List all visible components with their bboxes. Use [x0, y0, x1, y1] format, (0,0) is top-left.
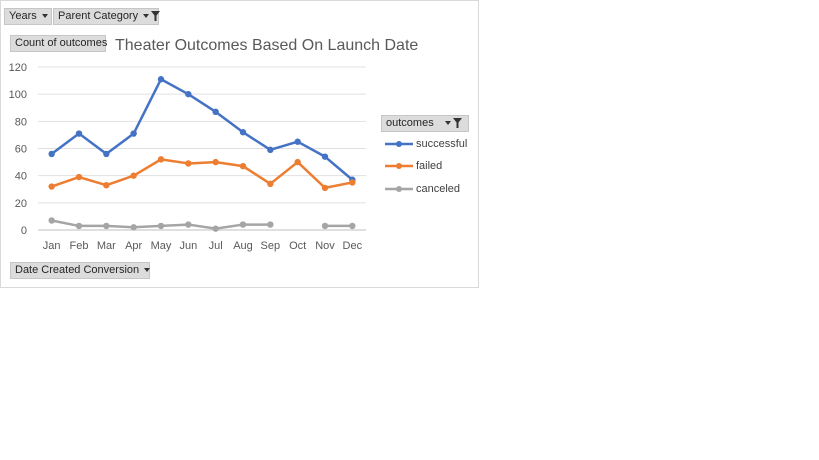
y-tick-label: 0 — [21, 225, 27, 237]
data-point-canceled — [321, 222, 329, 230]
data-point-canceled — [349, 222, 356, 230]
data-point-failed — [75, 173, 83, 181]
legend-item-failed: failed — [385, 159, 442, 173]
x-tick-label: Apr — [125, 240, 142, 252]
data-point-failed — [103, 181, 110, 189]
x-tick-label: Sep — [261, 240, 281, 252]
x-tick-label: Jun — [179, 240, 197, 252]
y-tick-label: 60 — [15, 144, 27, 156]
legend-label-canceled: canceled — [416, 183, 461, 195]
years-filter-label: Years — [9, 10, 37, 22]
legend-marker-canceled — [385, 186, 413, 193]
data-point-canceled — [239, 221, 247, 228]
legend-item-successful: successful — [385, 137, 467, 151]
data-point-successful — [48, 150, 55, 158]
date-created-conversion-label: Date Created Conversion — [15, 264, 140, 276]
dropdown-arrow-icon — [144, 268, 151, 273]
legend-label-failed: failed — [416, 160, 443, 172]
dropdown-arrow-icon — [41, 14, 48, 19]
data-point-successful — [157, 76, 165, 83]
y-tick-label: 20 — [15, 198, 27, 210]
data-point-canceled — [103, 222, 110, 230]
x-tick-label: Aug — [233, 240, 253, 252]
data-point-failed — [157, 156, 165, 163]
parent-category-filter-label: Parent Category — [58, 10, 139, 22]
count-of-outcomes-button[interactable]: Count of outcomes — [10, 35, 108, 52]
data-point-successful — [267, 146, 274, 154]
series-line-successful — [50, 77, 354, 181]
y-tick-label: 40 — [15, 171, 27, 183]
data-point-canceled — [212, 225, 219, 232]
data-point-successful — [103, 150, 110, 158]
x-tick-label: Dec — [343, 240, 363, 252]
date-created-conversion-button[interactable]: Date Created Conversion — [10, 262, 151, 279]
data-point-failed — [48, 183, 55, 190]
data-point-canceled — [185, 221, 192, 228]
outcomes-legend-label: outcomes — [386, 117, 434, 129]
data-point-failed — [185, 160, 192, 167]
data-point-failed — [294, 158, 301, 166]
data-point-successful — [212, 108, 219, 116]
series-line-failed — [51, 158, 353, 190]
count-of-outcomes-label: Count of outcomes — [15, 37, 108, 49]
data-point-failed — [130, 172, 137, 179]
legend-marker-failed — [385, 163, 413, 170]
legend-item-canceled: canceled — [385, 182, 460, 196]
x-tick-label: Oct — [289, 240, 306, 252]
outcomes-legend-filter-button[interactable]: outcomes — [381, 115, 469, 132]
legend-label-successful: successful — [416, 138, 468, 150]
data-point-successful — [185, 90, 192, 98]
data-point-canceled — [130, 224, 137, 231]
x-tick-label: May — [151, 240, 172, 252]
data-point-failed — [267, 180, 274, 188]
data-point-canceled — [75, 222, 83, 230]
x-tick-label: Mar — [97, 240, 116, 252]
x-tick-label: Jul — [209, 240, 223, 252]
x-tick-label: Nov — [315, 240, 335, 252]
line-chart-plot: 0 20 40 60 80 100 120 Jan Feb Mar Apr May Jun Jul Aug S… — [9, 62, 366, 252]
data-point-canceled — [48, 217, 55, 224]
parent-category-filter-button[interactable]: Parent Category — [53, 8, 161, 25]
data-point-successful — [294, 138, 301, 145]
data-point-successful — [321, 153, 329, 160]
data-point-failed — [239, 162, 247, 170]
data-point-successful — [239, 129, 247, 136]
data-point-successful — [130, 130, 137, 137]
filter-icon — [143, 11, 161, 22]
data-point-failed — [321, 184, 329, 192]
x-tick-label: Feb — [70, 240, 89, 252]
data-point-failed — [349, 179, 356, 186]
filter-icon — [444, 118, 462, 129]
years-filter-button[interactable]: Years — [4, 8, 52, 25]
data-point-canceled — [157, 222, 165, 230]
data-point-canceled — [267, 221, 274, 228]
data-point-failed — [212, 158, 219, 166]
y-tick-label: 100 — [9, 89, 27, 101]
chart-title: Theater Outcomes Based On Launch Date — [115, 37, 419, 54]
x-tick-label: Jan — [43, 240, 61, 252]
y-tick-label: 120 — [9, 62, 27, 74]
legend-marker-successful — [385, 141, 413, 148]
y-tick-label: 80 — [15, 116, 27, 128]
data-point-successful — [75, 130, 83, 137]
